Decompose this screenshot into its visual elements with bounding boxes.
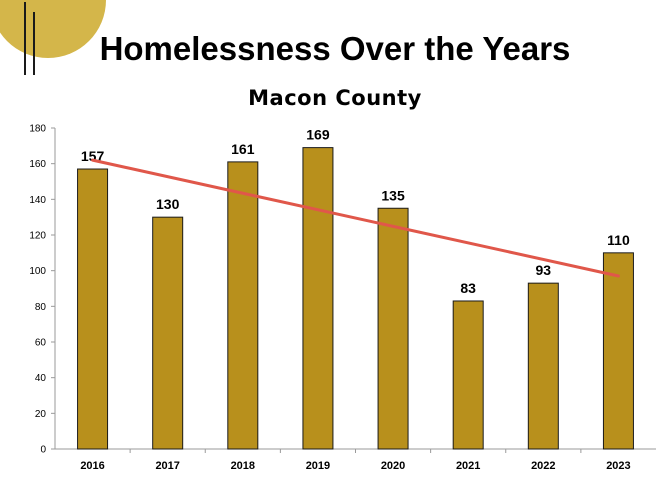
data-label: 93: [536, 262, 552, 278]
page-title: Homelessness Over the Years: [99, 30, 571, 67]
y-tick-label: 60: [35, 338, 47, 349]
bar: [152, 216, 184, 450]
bar: [302, 147, 334, 450]
x-tick-label: 2017: [155, 460, 179, 472]
data-label: 83: [460, 280, 476, 296]
x-tick-label: 2016: [80, 460, 104, 472]
bar: [452, 300, 484, 450]
x-tick-label: 2021: [456, 460, 480, 472]
decorative-circle-graphic: [0, 0, 106, 75]
data-label: 161: [231, 141, 255, 157]
y-tick-label: 20: [35, 409, 47, 420]
x-tick-label: 2022: [531, 460, 555, 472]
y-tick-label: 0: [40, 445, 46, 456]
bar: [377, 207, 409, 450]
data-label: 130: [156, 196, 180, 212]
bar: [77, 168, 109, 450]
decorative-circle: [0, 0, 106, 58]
data-label: 110: [607, 232, 630, 248]
bar: [602, 252, 634, 450]
chart-title: Macon County: [248, 86, 422, 110]
x-tick-label: 2018: [231, 460, 255, 472]
trendline: [91, 158, 620, 278]
y-tick-label: 180: [29, 124, 46, 135]
x-tick-label: 2023: [606, 460, 630, 472]
y-tick-label: 120: [29, 231, 46, 242]
y-tick-label: 140: [29, 195, 46, 206]
bar: [227, 161, 259, 450]
data-label: 135: [381, 187, 405, 203]
x-tick-label: 2020: [381, 460, 405, 472]
y-tick-label: 40: [35, 373, 47, 384]
x-tick-label: 2019: [306, 460, 330, 472]
bar: [527, 282, 559, 450]
data-label: 169: [306, 127, 330, 143]
y-tick-label: 80: [35, 302, 47, 313]
y-tick-label: 160: [29, 159, 46, 170]
y-tick-label: 100: [29, 266, 46, 277]
